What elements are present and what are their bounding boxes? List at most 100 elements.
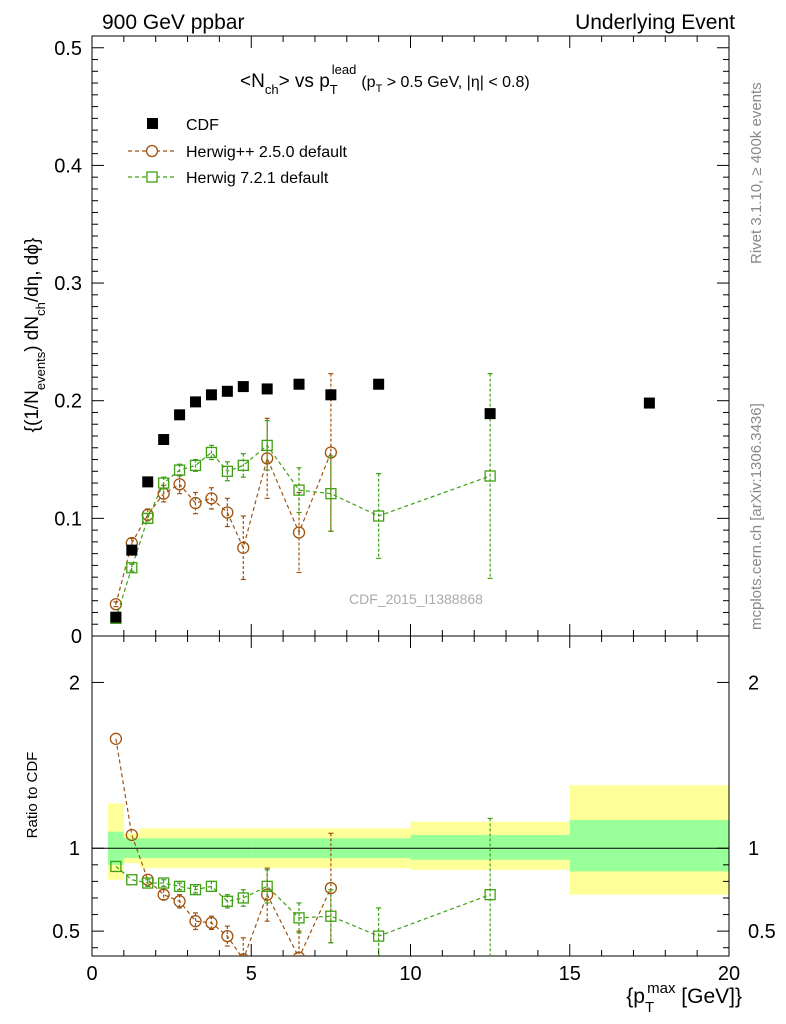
band-inner-5 — [569, 820, 729, 872]
cdf-point — [293, 378, 305, 390]
ratio-herwigpp-point — [221, 929, 234, 943]
ratio-herwig7-point — [189, 884, 202, 896]
x-axis-label: {pTmax [GeV]} — [626, 980, 742, 1016]
herwigpp-point — [173, 478, 186, 491]
ratio-y-tick-label-right: 0.5 — [748, 921, 776, 943]
ratio-herwigpp-point — [125, 828, 138, 842]
ratio-y-tick-label-right: 2 — [748, 672, 759, 694]
cdf-point — [261, 383, 273, 395]
plot-title: <Nch> vs pTlead(pT > 0.5 GeV, |η| < 0.8) — [240, 62, 530, 97]
ratio-y-tick-label-left: 0.5 — [52, 921, 80, 943]
herwigpp-point — [292, 526, 306, 539]
ratio-herwig7-point — [142, 877, 154, 889]
ratio-bands — [107, 785, 729, 895]
main-y-tick-label: 0.5 — [54, 38, 82, 60]
herwig7-point — [261, 439, 273, 452]
ratio-herwig7-point — [205, 880, 218, 893]
axis-ticks — [91, 35, 730, 956]
main-y-tick-label: 0.1 — [54, 508, 82, 530]
header-left: 900 GeV ppbar — [102, 11, 244, 34]
analysis-watermark: CDF_2015_I1388868 — [349, 591, 483, 607]
ratio-herwigpp-line — [115, 738, 332, 956]
ratio-herwig7-point — [110, 860, 122, 873]
cdf-point — [325, 389, 337, 401]
cdf-point — [174, 409, 186, 421]
ratio-herwig7-point — [484, 889, 496, 901]
herwig7-point — [142, 512, 154, 525]
herwig7-point — [221, 465, 234, 477]
herwigpp-point — [189, 496, 202, 510]
herwigpp-point — [109, 598, 123, 611]
cdf-point — [643, 397, 655, 409]
mcplots-reference-label: mcplots.cern.ch [arXiv:1306.3436] — [748, 403, 765, 630]
main-y-tick-label: 0.2 — [54, 391, 82, 413]
main-y-tick-label: 0.4 — [54, 155, 82, 177]
x-tick-label: 15 — [559, 963, 581, 985]
cdf-point — [373, 378, 385, 390]
ratio-herwig7-point — [173, 880, 186, 893]
herwig7-point — [189, 459, 202, 472]
herwigpp-point — [221, 506, 234, 519]
legend-herwigpp-label: Herwig++ 2.5.0 default — [186, 144, 348, 161]
herwig7-line — [115, 444, 491, 619]
rivet-version-label: Rivet 3.1.10, ≥ 400k events — [748, 82, 765, 264]
ratio-herwigpp-point — [324, 881, 338, 895]
herwig7-point — [293, 484, 305, 496]
ratio-herwigpp-point — [157, 888, 170, 901]
legend-herwigpp-marker — [145, 144, 159, 158]
cdf-point — [142, 476, 154, 488]
herwig7-point — [372, 510, 385, 522]
cdf-point — [484, 408, 496, 420]
ratio-herwigpp-point — [109, 732, 123, 745]
ratio-herwig7-point — [126, 874, 138, 886]
main-y-tick-label: 0 — [71, 626, 82, 648]
ratio-data — [109, 732, 496, 956]
x-tick-label: 5 — [246, 963, 257, 985]
cdf-point — [110, 611, 122, 623]
cdf-point — [237, 381, 249, 393]
ratio-y-tick-label-left: 2 — [69, 672, 80, 694]
ratio-herwigpp-point — [205, 916, 218, 929]
header-right: Underlying Event — [575, 11, 735, 34]
ratio-herwig7-point — [237, 892, 249, 904]
legend-cdf-marker — [147, 118, 158, 129]
ratio-herwig7-point — [325, 910, 337, 922]
main-y-tick-label: 0.3 — [54, 273, 82, 295]
cdf-point — [190, 396, 202, 408]
herwig7-point — [158, 477, 170, 489]
cdf-point — [205, 389, 217, 401]
main-y-axis-label: {(1/Nevents) dNch/dη, dϕ} — [22, 238, 48, 433]
herwig7-point — [126, 562, 138, 574]
legend-herwig7-label: Herwig 7.2.1 default — [186, 170, 329, 187]
cdf-point — [158, 434, 170, 446]
ratio-y-tick-label-right: 1 — [748, 838, 759, 860]
herwig7-point — [325, 487, 337, 500]
cdf-point — [221, 385, 233, 397]
ratio-herwigpp-point — [293, 951, 305, 956]
herwig7-point — [237, 459, 249, 472]
x-tick-label: 10 — [399, 963, 421, 985]
ratio-y-tick-label-left: 1 — [69, 838, 80, 860]
ratio-herwigpp-point — [173, 895, 186, 908]
ratio-herwig7-point — [293, 912, 305, 924]
x-tick-label: 20 — [718, 963, 740, 985]
ratio-herwigpp-point — [189, 915, 202, 928]
legend: CDF Herwig++ 2.5.0 default Herwig 7.2.1 … — [128, 117, 348, 187]
legend-herwig7-marker — [146, 171, 158, 183]
ratio-herwig7-point — [158, 877, 170, 889]
herwig7-point — [205, 446, 218, 459]
herwig7-point — [173, 464, 186, 476]
axis-tick-labels: 0 5 10 15 20 0 0.1 0.2 0.3 0.4 0.5 0.5 0.5 1 1 2 2 — [52, 38, 776, 985]
herwigpp-point — [205, 492, 218, 505]
ratio-herwig7-point — [221, 895, 234, 907]
herwigpp-point — [237, 541, 250, 554]
cdf-point — [126, 544, 138, 556]
ratio-herwigpp-point — [238, 953, 249, 956]
ratio-herwig7-point — [261, 880, 273, 893]
x-tick-label: 0 — [86, 963, 97, 985]
main-data — [109, 373, 655, 625]
herwig7-point — [484, 470, 496, 482]
ratio-herwig7-line — [115, 866, 491, 937]
ratio-herwig7-point — [372, 930, 385, 942]
